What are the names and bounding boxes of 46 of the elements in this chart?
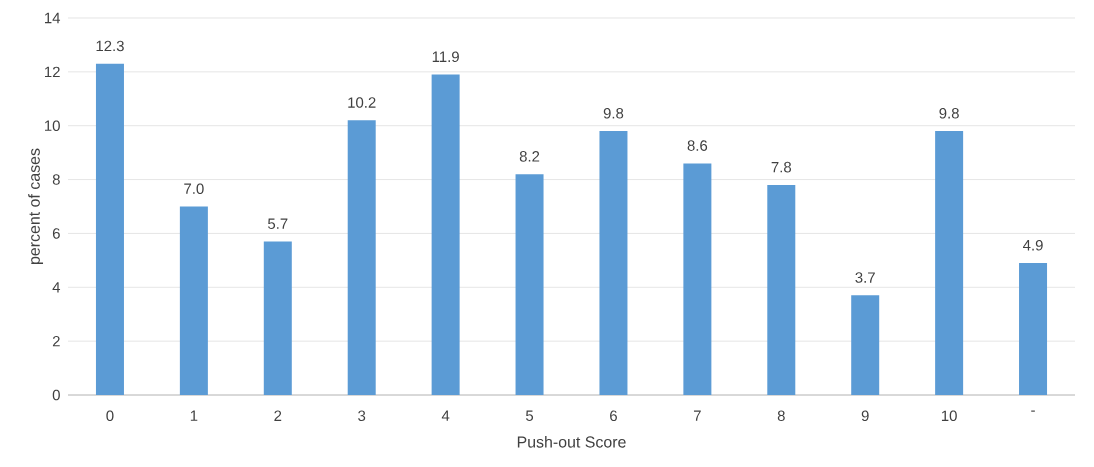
bar	[935, 131, 964, 395]
x-tick-label: 4	[441, 410, 450, 421]
data-label: 9.8	[939, 107, 959, 119]
y-axis-title: percent of cases	[28, 148, 44, 264]
x-tick-label: 7	[693, 410, 701, 421]
data-label: 4.9	[1023, 239, 1043, 251]
bar	[599, 131, 628, 395]
bar	[1019, 263, 1048, 395]
y-tick-label: 6	[52, 228, 60, 239]
x-tick-label: 10	[941, 410, 957, 422]
y-tick-label: 10	[45, 120, 60, 131]
y-tick-label: 4	[52, 282, 61, 293]
x-tick-label: 9	[861, 410, 869, 422]
x-tick-label: -	[1031, 410, 1035, 412]
bar	[431, 74, 460, 395]
bar	[347, 120, 376, 395]
bar	[851, 295, 880, 395]
x-tick-label: 0	[106, 410, 114, 422]
bar	[767, 184, 796, 395]
data-label: 5.7	[268, 218, 288, 229]
data-label: 9.8	[603, 107, 624, 119]
y-tick-label: 0	[52, 389, 60, 401]
x-tick-label: 3	[358, 410, 366, 422]
bar	[179, 206, 208, 395]
x-tick-label: 2	[274, 410, 282, 421]
x-tick-label: 6	[610, 410, 617, 422]
bar	[515, 174, 544, 395]
data-label: 3.7	[855, 272, 875, 283]
data-label: 7.0	[184, 183, 204, 194]
data-label: 11.9	[432, 51, 459, 63]
y-tick-label: 8	[52, 174, 60, 185]
bar	[263, 241, 292, 395]
x-tick-label: 1	[190, 410, 198, 421]
data-label: 12.3	[96, 40, 124, 52]
data-label: 8.2	[519, 151, 540, 162]
y-tick-label: 14	[45, 12, 61, 24]
x-tick-label: 8	[777, 410, 785, 422]
y-tick-label: 2	[52, 335, 60, 347]
x-axis-title: Push-out Score	[517, 435, 626, 448]
bar	[683, 163, 712, 395]
data-label: 7.8	[771, 161, 792, 173]
x-tick-label: 5	[525, 410, 534, 421]
bar	[95, 63, 124, 395]
y-tick-label: 12	[45, 66, 60, 78]
data-label: 10.2	[348, 97, 376, 108]
data-label: 8.6	[687, 140, 708, 151]
